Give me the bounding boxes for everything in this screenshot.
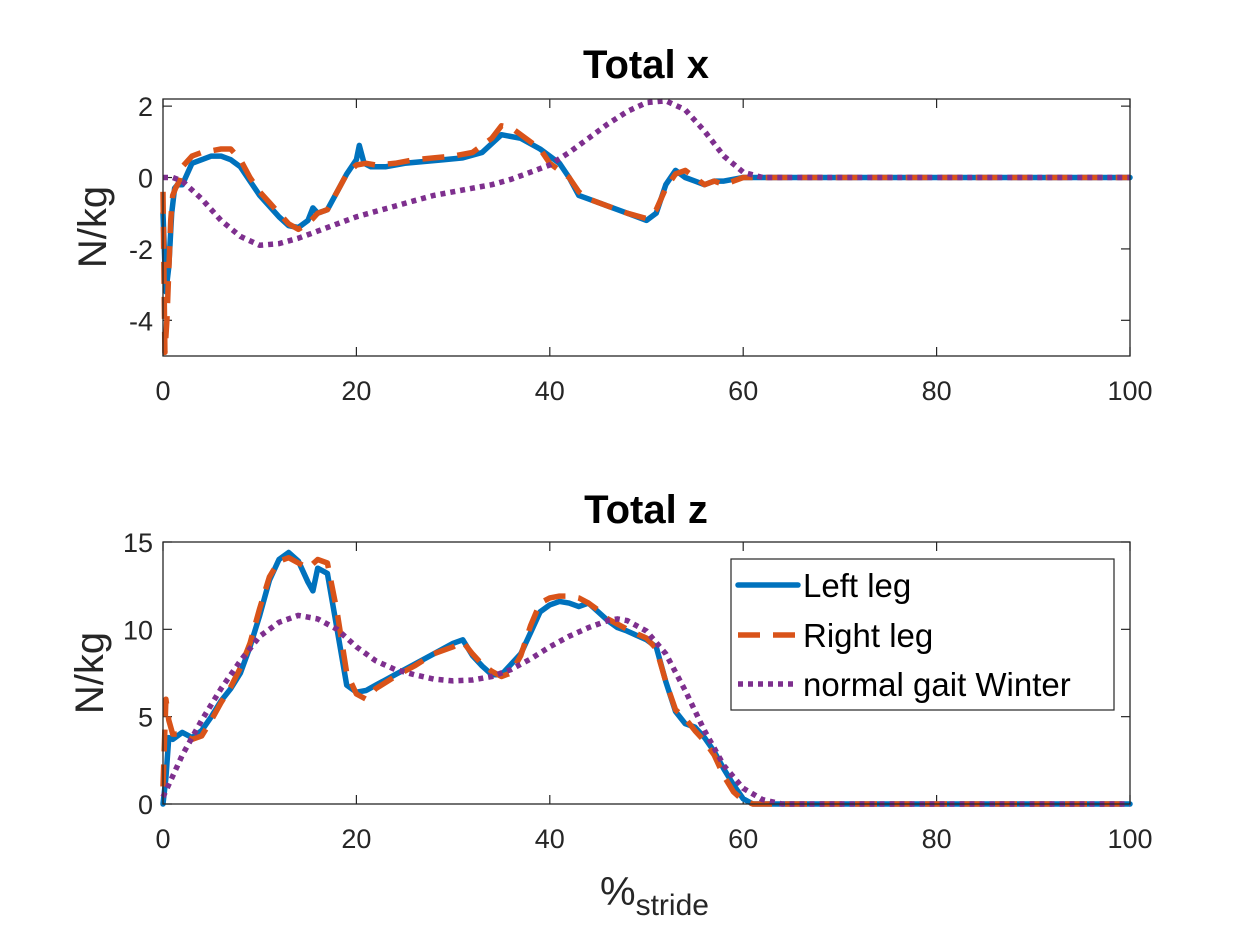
y-axis-label: N/kg (68, 632, 112, 714)
x-tick-label: 100 (1107, 376, 1152, 406)
x-tick-label: 0 (155, 376, 170, 406)
series-line-left-leg (160, 131, 1133, 295)
x-axis-label: %stride (600, 870, 709, 922)
y-tick-label: -2 (129, 235, 153, 265)
x-axis-label-subscript: stride (636, 889, 709, 922)
y-tick-label: 10 (123, 615, 153, 645)
subplot-title: Total x (583, 43, 709, 87)
y-tick-label: 2 (138, 92, 153, 122)
y-tick-label: 0 (138, 164, 153, 194)
series-lines (160, 98, 1133, 356)
x-tick-label: 60 (728, 376, 758, 406)
legend-label-left-leg: Left leg (803, 567, 911, 604)
x-tick-label: 80 (922, 824, 952, 854)
axes-box (162, 98, 1131, 357)
tick-labels: 0 20 40 60 80 100 -4 -2 0 2 (129, 92, 1153, 406)
x-tick-label: 60 (728, 824, 758, 854)
x-tick-label: 100 (1107, 824, 1152, 854)
subplot-total-x: Total x N/kg 0 20 40 60 80 100 -4 -2 0 2 (71, 43, 1153, 406)
subplot-title: Total z (584, 488, 708, 532)
series-line-right-leg (160, 123, 1130, 356)
y-tick-label: 0 (138, 790, 153, 820)
axes-box (162, 541, 1131, 805)
y-tick-label: 15 (123, 528, 153, 558)
x-axis-label-main: % (600, 870, 636, 914)
legend-label-right-leg: Right leg (803, 617, 933, 654)
series-line-normal-gait-winter (160, 612, 1130, 807)
x-tick-label: 40 (535, 376, 565, 406)
x-tick-label: 40 (535, 824, 565, 854)
x-tick-label: 0 (155, 824, 170, 854)
x-tick-label: 20 (341, 824, 371, 854)
x-tick-label: 20 (341, 376, 371, 406)
y-tick-label: 5 (138, 703, 153, 733)
series-lines (160, 549, 1133, 807)
series-line-normal-gait-winter (163, 98, 1130, 249)
y-axis-label: N/kg (71, 186, 115, 268)
y-tick-label: -4 (129, 306, 153, 336)
x-tick-label: 80 (922, 376, 952, 406)
legend: Left leg Right leg normal gait Winter (730, 558, 1115, 711)
legend-label-normal-gait-winter: normal gait Winter (803, 666, 1071, 703)
